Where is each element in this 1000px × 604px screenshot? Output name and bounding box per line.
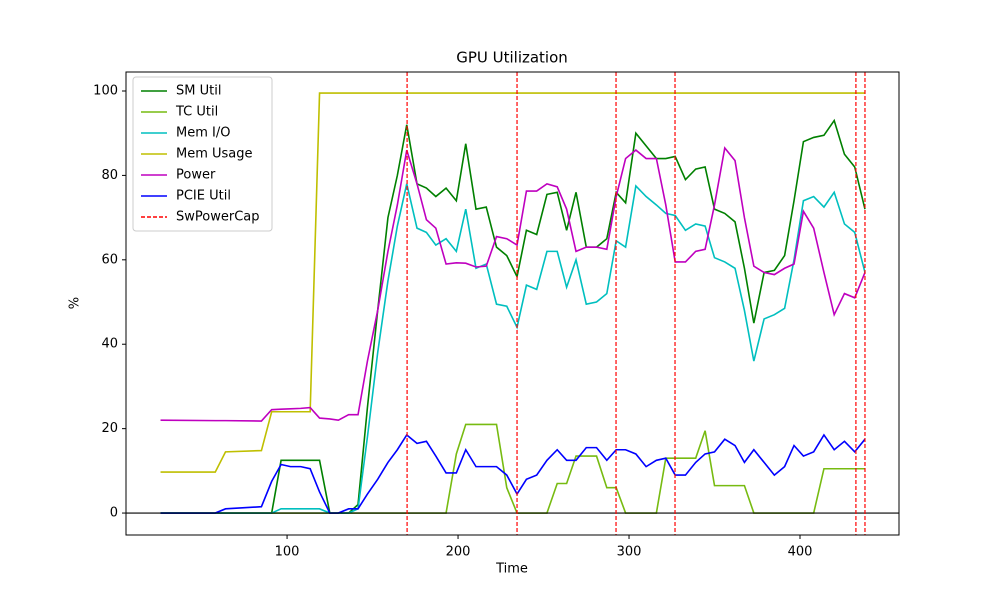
legend-label: Mem I/O — [176, 126, 230, 141]
legend-label: SM Util — [176, 84, 221, 99]
data-line — [160, 92, 865, 473]
legend-box — [132, 76, 273, 232]
x-axis-label: Time — [495, 562, 528, 577]
x-tick-label: 300 — [617, 545, 642, 560]
plot-frame — [125, 71, 900, 536]
y-tick-label: 20 — [101, 421, 118, 436]
chart-title: GPU Utilization — [456, 49, 568, 67]
y-tick-label: 100 — [93, 83, 118, 98]
legend-label: PCIE Util — [176, 189, 231, 204]
x-tick-label: 400 — [788, 545, 813, 560]
legend-label: Power — [176, 168, 216, 183]
legend-label: TC Util — [175, 105, 218, 120]
legend-label: Mem Usage — [176, 147, 253, 162]
y-tick-label: 40 — [101, 337, 118, 352]
legend-label: SwPowerCap — [176, 210, 259, 225]
y-tick-label: 80 — [101, 168, 118, 183]
data-line — [160, 146, 866, 422]
y-tick-label: 60 — [101, 252, 118, 267]
x-tick-label: 100 — [275, 545, 300, 560]
y-axis-label: % — [68, 297, 83, 309]
y-tick-label: 0 — [110, 506, 118, 521]
x-tick-label: 200 — [446, 545, 471, 560]
